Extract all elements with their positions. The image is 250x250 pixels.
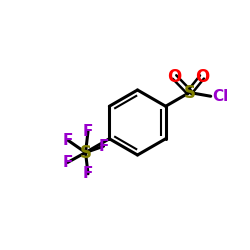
Text: F: F xyxy=(62,155,73,170)
Text: Cl: Cl xyxy=(212,89,228,104)
Text: F: F xyxy=(83,166,93,181)
Text: F: F xyxy=(62,132,73,148)
Text: F: F xyxy=(98,139,109,154)
Text: F: F xyxy=(83,124,93,139)
Text: S: S xyxy=(184,84,196,102)
Text: S: S xyxy=(80,144,92,162)
Text: O: O xyxy=(167,68,182,86)
Text: O: O xyxy=(195,68,209,86)
